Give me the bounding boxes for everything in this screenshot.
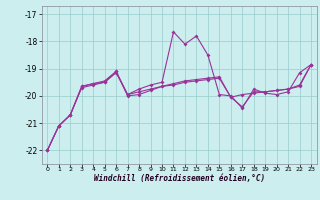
X-axis label: Windchill (Refroidissement éolien,°C): Windchill (Refroidissement éolien,°C) [94, 174, 265, 183]
